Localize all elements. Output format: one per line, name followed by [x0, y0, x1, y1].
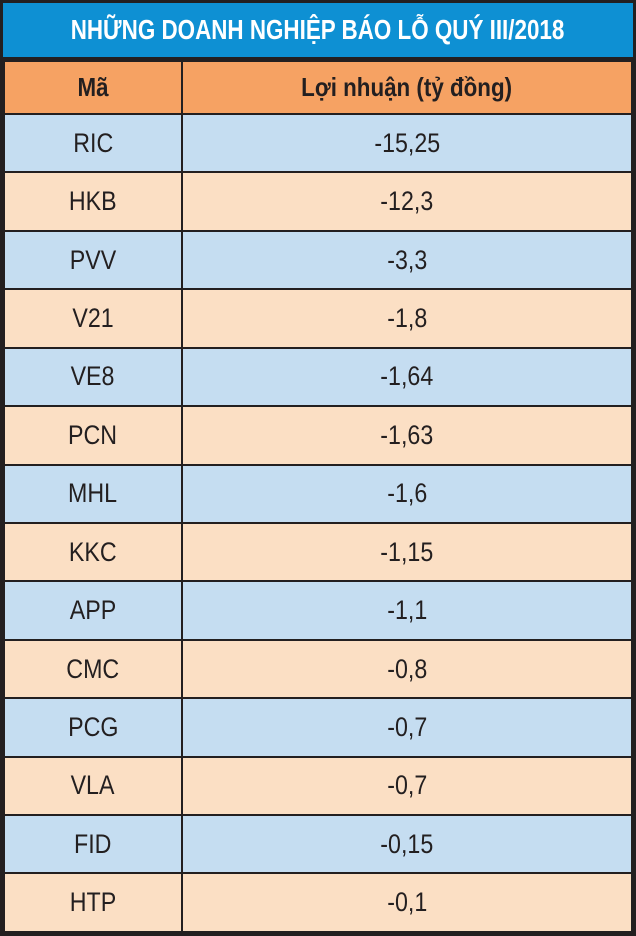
table-row: VLA -0,7 [3, 755, 633, 817]
ticker-cell: FID [3, 814, 183, 875]
ticker-cell: HTP [3, 872, 183, 933]
table-row: CMC -0,8 [3, 638, 633, 700]
ticker-cell: KKC [3, 521, 183, 583]
profit-cell: -15,25 [181, 112, 633, 174]
profit-cell: -1,1 [181, 580, 633, 641]
table-row: PCG -0,7 [3, 697, 633, 758]
ticker-cell: V21 [3, 288, 183, 349]
table-row: V21 -1,8 [3, 288, 633, 349]
profit-cell: -0,15 [181, 814, 633, 875]
column-header-ma: Mã [3, 60, 183, 115]
ticker-cell: RIC [3, 112, 183, 174]
table-body: RIC -15,25 HKB -12,3 PVV -3,3 V21 -1,8 V… [3, 112, 633, 933]
ticker-cell: MHL [3, 463, 183, 524]
profit-cell: -1,6 [181, 463, 633, 524]
profit-cell: -0,8 [181, 638, 633, 700]
table-row: PVV -3,3 [3, 229, 633, 291]
column-header-loi-nhuan: Lợi nhuận (tỷ đồng) [181, 60, 633, 115]
table-row: FID -0,15 [3, 814, 633, 875]
table-row: APP -1,1 [3, 580, 633, 641]
profit-cell: -1,15 [181, 521, 633, 583]
ticker-cell: PCN [3, 405, 183, 466]
profit-cell: -3,3 [181, 229, 633, 291]
ticker-cell: CMC [3, 638, 183, 700]
profit-cell: -1,63 [181, 405, 633, 466]
header-row: Mã Lợi nhuận (tỷ đồng) [3, 60, 633, 115]
data-table: Mã Lợi nhuận (tỷ đồng) RIC -15,25 HKB -1… [3, 60, 633, 933]
table-row: MHL -1,6 [3, 463, 633, 524]
table-row: HTP -0,1 [3, 872, 633, 933]
profit-cell: -1,8 [181, 288, 633, 349]
table-row: HKB -12,3 [3, 171, 633, 232]
table-title: NHỮNG DOANH NGHIỆP BÁO LỖ QUÝ III/2018 [71, 14, 565, 45]
ticker-cell: PCG [3, 697, 183, 758]
ticker-cell: PVV [3, 229, 183, 291]
profit-cell: -1,64 [181, 346, 633, 408]
table-row: KKC -1,15 [3, 521, 633, 583]
ticker-cell: VE8 [3, 346, 183, 408]
profit-cell: -0,1 [181, 872, 633, 933]
ticker-cell: HKB [3, 171, 183, 232]
table-row: PCN -1,63 [3, 405, 633, 466]
profit-cell: -12,3 [181, 171, 633, 232]
ticker-cell: VLA [3, 755, 183, 817]
profit-cell: -0,7 [181, 697, 633, 758]
table-title-bar: NHỮNG DOANH NGHIỆP BÁO LỖ QUÝ III/2018 [3, 3, 633, 60]
ticker-cell: APP [3, 580, 183, 641]
table-row: RIC -15,25 [3, 112, 633, 174]
table-row: VE8 -1,64 [3, 346, 633, 408]
profit-cell: -0,7 [181, 755, 633, 817]
